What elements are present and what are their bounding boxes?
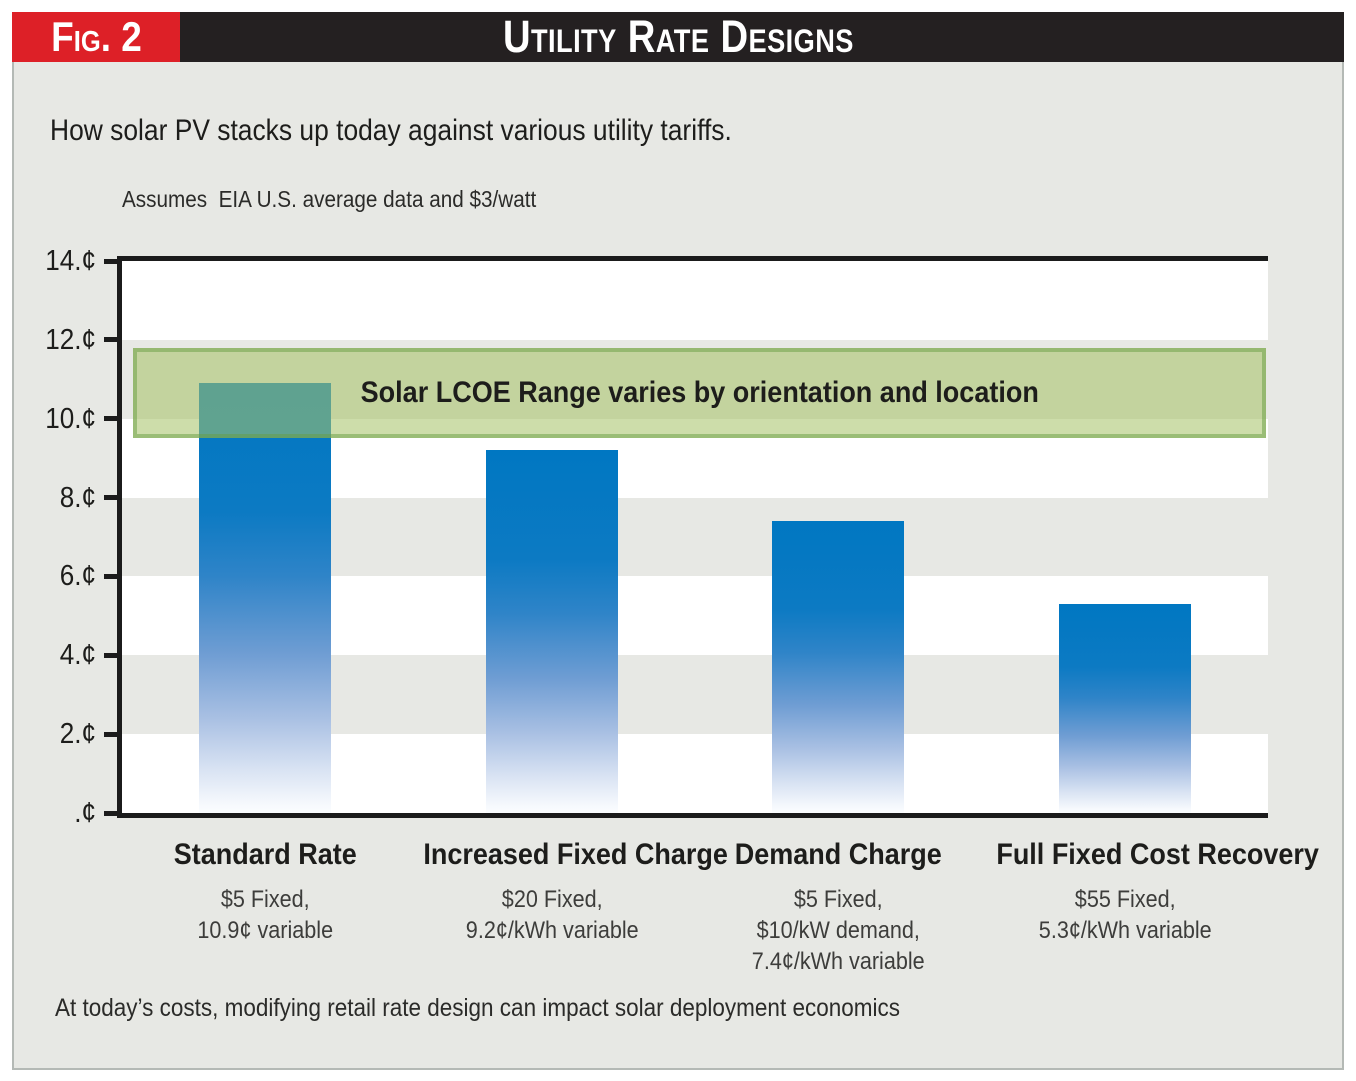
category-detail-line: $20 Fixed, <box>501 886 603 913</box>
category-cell: Standard Rate $5 Fixed, 10.9¢ variable <box>122 838 409 977</box>
category-detail: $5 Fixed, 10.9¢ variable <box>122 884 409 946</box>
category-detail-line: $55 Fixed, <box>1074 886 1176 913</box>
y-axis-tick-label: 2.¢ <box>59 718 96 751</box>
figure-label: Fig. 2 <box>50 13 142 60</box>
category-detail-line: $5 Fixed, <box>220 886 310 913</box>
category-cell: Increased Fixed Charge $20 Fixed, 9.2¢/kWh… <box>409 838 728 977</box>
chart-assumption-note: Assumes EIA U.S. average data and $3/wat… <box>122 186 537 212</box>
category-detail: $55 Fixed, 5.3¢/kWh variable <box>982 884 1269 946</box>
category-detail-line: $5 Fixed, <box>793 886 883 913</box>
figure-panel: Utility Rate Designs Fig. 2 How solar PV… <box>12 11 1344 1070</box>
y-axis-tick <box>104 652 117 658</box>
y-axis-tick <box>104 573 117 579</box>
chart-subtitle: How solar PV stacks up today against var… <box>50 114 732 147</box>
y-axis-tick-label: 12.¢ <box>45 323 96 356</box>
category-detail-line: 7.4¢/kWh variable <box>751 948 925 975</box>
category-cell: Demand Charge $5 Fixed, $10/kW demand, 7.4¢… <box>695 838 982 977</box>
y-axis-tick-label: 10.¢ <box>45 402 96 435</box>
y-axis-tick <box>104 416 117 422</box>
category-label: Full Fixed Cost Recovery <box>995 838 1319 871</box>
category-detail-line: 10.9¢ variable <box>197 917 334 944</box>
category-label: Standard Rate <box>173 838 357 871</box>
category-cell: Full Fixed Cost Recovery $55 Fixed, 5.3¢/k… <box>982 838 1319 977</box>
y-axis-tick <box>104 337 117 343</box>
footer-note: At today’s costs, modifying retail rate … <box>55 994 901 1022</box>
solar-lcoe-range-label: Solar LCOE Range varies by orientation a… <box>360 376 1039 410</box>
bar-2 <box>772 521 905 813</box>
y-axis-tick-label: 4.¢ <box>59 639 96 672</box>
y-axis-tick-label: 14.¢ <box>45 245 96 277</box>
bar-0 <box>199 383 332 813</box>
y-axis-tick-label: 6.¢ <box>59 560 96 593</box>
figure-title: Utility Rate Designs <box>502 11 854 62</box>
figure-title-bar: Utility Rate Designs <box>12 11 1344 62</box>
category-detail: $20 Fixed, 9.2¢/kWh variable <box>409 884 696 946</box>
y-axis-tick <box>104 810 117 816</box>
category-label: Demand Charge <box>734 838 942 871</box>
bar-1 <box>485 450 618 813</box>
y-axis-tick <box>104 731 117 737</box>
category-detail-line: 5.3¢/kWh variable <box>1038 917 1212 944</box>
plot-band-white <box>122 261 1268 340</box>
figure-header-bar: Utility Rate Designs Fig. 2 <box>12 11 1344 62</box>
bar-3 <box>1058 604 1191 813</box>
category-labels-row: Standard Rate $5 Fixed, 10.9¢ variable Incr… <box>122 838 1319 977</box>
category-label: Increased Fixed Charge <box>422 838 728 871</box>
category-detail-line: $10/kW demand, <box>756 917 920 944</box>
plot-area: Solar LCOE Range varies by orientation a… <box>45 245 1268 829</box>
figure-label-badge: Fig. 2 <box>12 12 180 62</box>
y-axis-tick <box>104 495 117 501</box>
category-detail: $5 Fixed, $10/kW demand, 7.4¢/kWh variable <box>695 884 982 977</box>
y-axis-tick <box>104 258 117 264</box>
solar-lcoe-range-band: Solar LCOE Range varies by orientation a… <box>133 347 1266 439</box>
y-axis-tick-label: .¢ <box>74 797 96 829</box>
category-detail-line: 9.2¢/kWh variable <box>465 917 639 944</box>
figure-body: How solar PV stacks up today against var… <box>12 62 1344 1070</box>
y-axis-tick-label: 8.¢ <box>59 481 96 514</box>
